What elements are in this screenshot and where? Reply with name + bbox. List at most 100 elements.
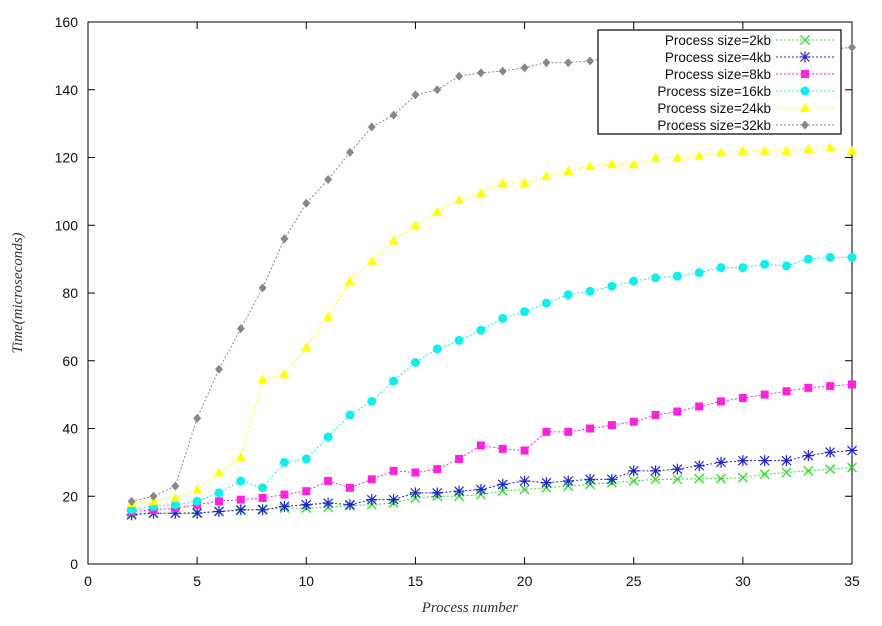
data-point xyxy=(716,473,727,484)
series-group xyxy=(127,252,857,515)
data-point xyxy=(760,259,770,269)
data-point xyxy=(388,235,399,245)
data-point xyxy=(279,457,289,467)
data-point xyxy=(826,382,835,391)
data-point xyxy=(410,220,421,230)
data-point xyxy=(825,464,836,475)
data-point xyxy=(847,462,857,473)
data-point xyxy=(848,42,856,52)
data-point xyxy=(781,467,792,478)
data-point xyxy=(191,507,203,519)
data-point xyxy=(367,475,376,484)
data-point xyxy=(235,452,246,462)
data-point xyxy=(759,455,771,467)
data-point xyxy=(148,496,159,506)
data-point xyxy=(694,268,704,278)
legend-swatch-marker xyxy=(800,103,810,112)
data-point xyxy=(847,252,857,262)
series-group xyxy=(126,142,857,508)
data-point xyxy=(586,56,595,66)
data-point xyxy=(694,473,705,484)
data-point xyxy=(432,206,443,216)
data-point xyxy=(585,160,596,170)
legend-label: Process size=8kb xyxy=(665,67,771,82)
data-point xyxy=(498,444,507,453)
data-point xyxy=(455,71,464,81)
y-tick-label: 20 xyxy=(62,488,78,504)
x-tick-label: 0 xyxy=(84,573,92,589)
data-point xyxy=(431,487,443,499)
data-point xyxy=(824,446,836,458)
data-point xyxy=(236,495,245,504)
data-point xyxy=(214,364,223,374)
legend-label: Process size=2kb xyxy=(665,33,771,48)
data-point xyxy=(693,460,705,472)
data-point xyxy=(322,497,334,509)
data-point xyxy=(606,159,617,169)
data-point xyxy=(650,474,661,485)
data-point xyxy=(520,307,530,317)
data-point xyxy=(127,505,137,515)
data-point xyxy=(717,397,726,406)
y-axis-title: Time(microseconds) xyxy=(10,232,26,353)
data-point xyxy=(367,122,376,132)
data-point xyxy=(782,387,791,396)
data-point xyxy=(213,505,225,517)
data-point xyxy=(542,58,551,68)
data-point xyxy=(389,376,399,386)
data-point xyxy=(629,417,638,426)
data-point xyxy=(278,500,290,512)
data-point xyxy=(846,445,858,457)
data-point xyxy=(236,476,246,486)
data-point xyxy=(345,483,354,492)
data-point xyxy=(280,490,289,499)
data-point xyxy=(324,477,333,486)
data-point xyxy=(302,487,311,496)
legend-swatch-marker xyxy=(799,51,811,63)
data-point xyxy=(672,271,682,281)
legend-swatch-marker xyxy=(800,86,810,96)
data-point xyxy=(345,410,355,420)
data-point xyxy=(738,394,747,403)
data-point xyxy=(388,494,400,506)
data-point xyxy=(302,198,311,208)
data-point xyxy=(802,450,814,462)
data-point xyxy=(651,273,661,283)
data-point xyxy=(498,313,508,323)
legend-box xyxy=(597,29,842,135)
data-point xyxy=(563,166,574,176)
data-point xyxy=(432,344,442,354)
legend-label: Process size=24kb xyxy=(657,101,771,116)
data-point xyxy=(673,407,682,416)
data-point xyxy=(170,492,181,502)
data-point xyxy=(628,159,639,169)
data-point xyxy=(475,483,487,495)
data-point xyxy=(759,469,770,480)
data-point xyxy=(171,481,180,491)
x-tick-label: 35 xyxy=(844,573,860,589)
data-point xyxy=(564,58,573,68)
series-line xyxy=(131,466,853,514)
legend-label: Process size=16kb xyxy=(657,84,771,99)
data-point xyxy=(366,255,377,265)
data-point xyxy=(782,261,792,271)
data-point xyxy=(213,467,224,477)
data-point xyxy=(606,473,618,485)
series-group xyxy=(126,445,858,521)
data-point xyxy=(367,396,377,406)
data-point xyxy=(738,263,748,273)
legend-label: Process size=4kb xyxy=(665,50,771,65)
x-tick-label: 20 xyxy=(517,573,533,589)
data-point xyxy=(672,152,683,162)
data-point xyxy=(760,390,769,399)
data-point xyxy=(651,410,660,419)
data-point xyxy=(541,171,552,181)
data-point xyxy=(562,475,574,487)
data-point xyxy=(715,456,727,468)
x-tick-label: 5 xyxy=(193,573,201,589)
data-point xyxy=(433,465,442,474)
series-line xyxy=(131,450,853,516)
data-point xyxy=(411,468,420,477)
data-point xyxy=(737,145,748,155)
